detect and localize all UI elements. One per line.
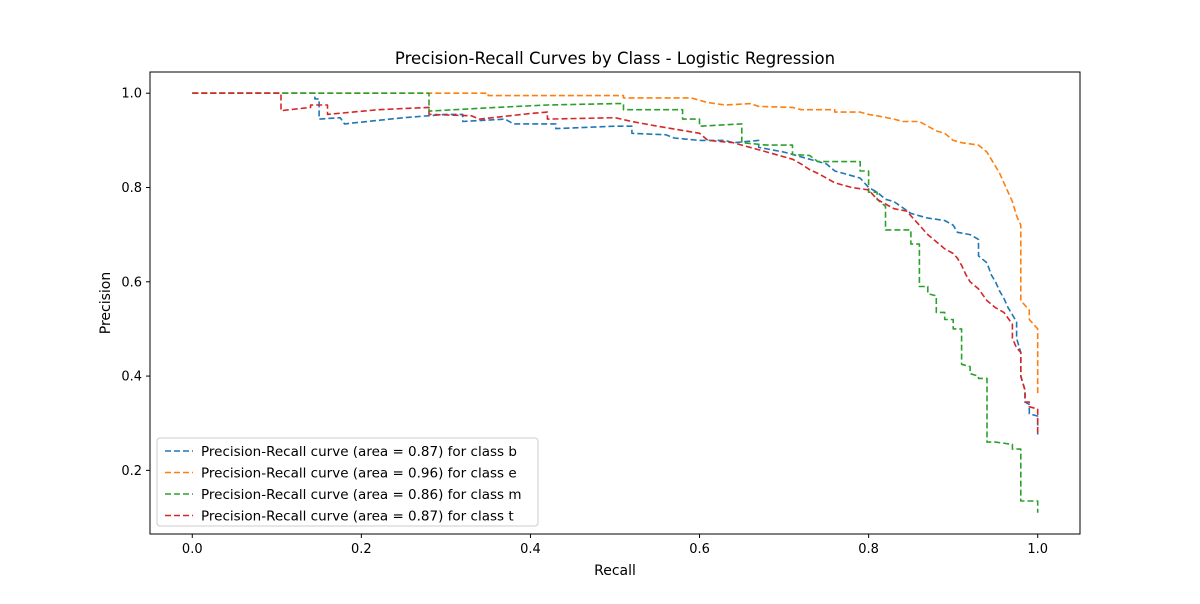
legend-label-3: Precision-Recall curve (area = 0.87) for… [201, 509, 514, 525]
x-tick-label-1: 0.2 [351, 542, 372, 557]
x-tick-label-3: 0.6 [689, 542, 710, 557]
y-tick-label-2: 0.6 [121, 275, 142, 290]
y-tick-label-4: 1.0 [121, 87, 142, 102]
y-axis-label: Precision [98, 272, 114, 334]
legend-box [156, 437, 539, 527]
series-line-0 [192, 92, 1039, 438]
legend-label-0: Precision-Recall curve (area = 0.87) for… [201, 444, 517, 460]
y-tick-label-0: 0.2 [121, 464, 142, 479]
plot-area [192, 92, 1039, 513]
y-tick-label-3: 0.8 [121, 181, 142, 196]
series-line-1 [192, 92, 1039, 395]
legend: Precision-Recall curve (area = 0.87) for… [156, 437, 539, 527]
y-tick-label-1: 0.4 [121, 370, 142, 385]
x-tick-label-0: 0.0 [182, 542, 203, 557]
plot-frame [149, 71, 1081, 535]
series-line-2 [192, 92, 1039, 513]
x-tick-label-4: 0.8 [858, 542, 879, 557]
axes: 0.0 0.2 0.4 0.6 0.8 1.0 0.2 0.4 0.6 0.8 1.0 [121, 87, 1048, 557]
x-tick-label-2: 0.4 [520, 542, 541, 557]
chart-title: Precision-Recall Curves by Class - Logis… [395, 49, 835, 68]
x-axis-label: Recall [594, 563, 636, 579]
series-line-3 [192, 92, 1039, 433]
x-tick-label-5: 1.0 [1027, 542, 1048, 557]
legend-label-1: Precision-Recall curve (area = 0.96) for… [201, 466, 517, 482]
legend-label-2: Precision-Recall curve (area = 0.86) for… [201, 487, 521, 503]
